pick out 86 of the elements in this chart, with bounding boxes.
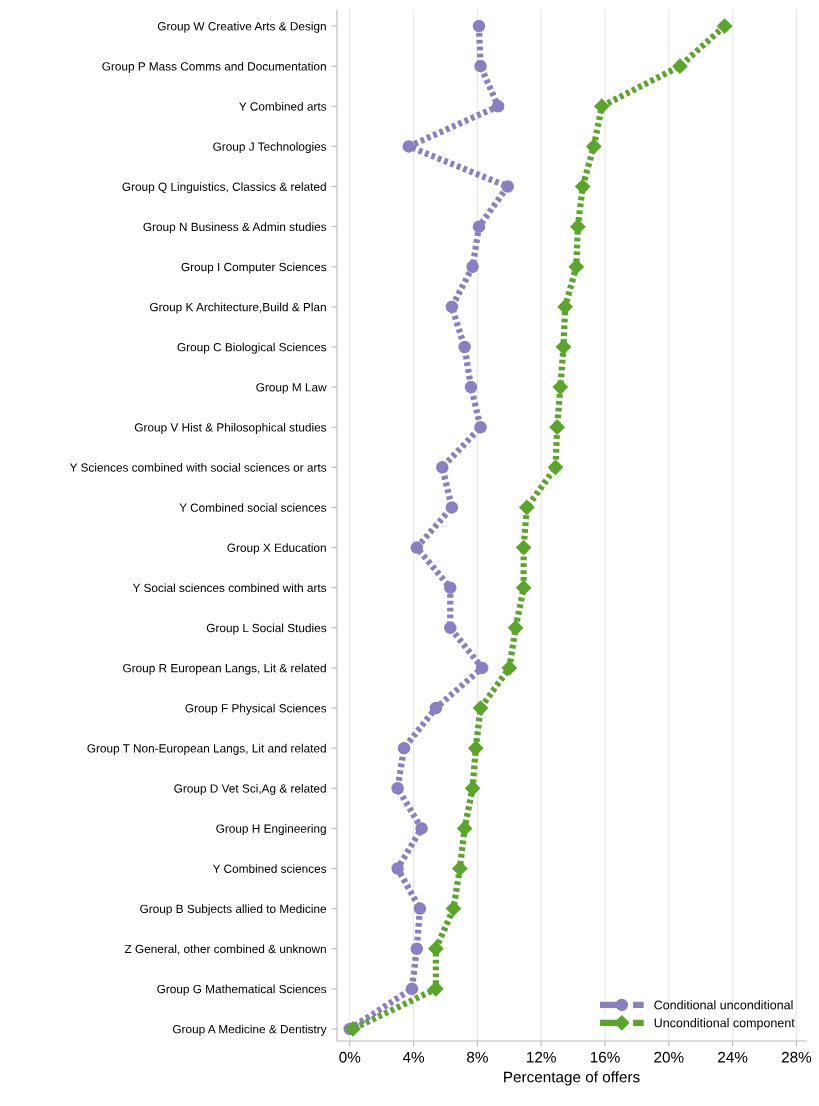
point	[445, 501, 459, 514]
x-tick-label: 4%	[402, 1051, 425, 1063]
legend-label: Conditional unconditional	[654, 1000, 793, 1010]
point	[397, 741, 411, 755]
y-tick-label: Z General, other combined & unknown	[124, 944, 326, 955]
x-tick-label: 28%	[781, 1051, 812, 1063]
x-tick-label: 12%	[527, 1051, 556, 1063]
point	[555, 339, 572, 355]
point	[464, 380, 478, 394]
y-tick-label: Y Combined sciences	[212, 864, 327, 873]
point	[474, 59, 487, 73]
x-tick-label: 20%	[654, 1051, 684, 1063]
point	[402, 140, 416, 153]
point	[444, 581, 457, 594]
legend-label: Unconditional component	[654, 1018, 795, 1030]
point	[717, 18, 733, 34]
point	[405, 982, 419, 996]
point	[466, 260, 479, 273]
y-tick-label: Y Combined arts	[239, 102, 327, 111]
point	[519, 499, 535, 516]
point	[428, 941, 444, 957]
point	[410, 942, 424, 955]
point	[568, 259, 584, 275]
y-tick-label: Group J Technologies	[213, 142, 327, 154]
point	[445, 300, 459, 314]
y-tick-label: Y Social sciences combined with arts	[132, 583, 327, 593]
point	[472, 220, 486, 233]
point	[473, 700, 489, 716]
point	[575, 178, 591, 195]
point	[516, 539, 532, 556]
point	[465, 780, 481, 796]
point	[586, 138, 602, 154]
y-tick-label: Group C Biological Sciences	[177, 342, 327, 354]
x-tick-label: 8%	[467, 1051, 488, 1063]
x-tick-label: 0%	[339, 1051, 361, 1063]
y-tick-label: Y Sciences combined with social sciences or arts	[69, 463, 327, 472]
point	[391, 782, 404, 795]
point	[444, 621, 457, 635]
y-tick-label: Group F Physical Sciences	[185, 703, 327, 715]
point	[415, 822, 428, 835]
y-tick-label: Group H Engineering	[216, 824, 326, 836]
point	[410, 541, 424, 554]
x-tick-label: 16%	[590, 1051, 620, 1063]
y-tick-label: Group G Mathematical Sciences	[157, 984, 327, 996]
y-tick-label: Group B Subjects allied to Medicine	[140, 904, 327, 916]
point	[429, 701, 443, 715]
point	[468, 740, 484, 756]
y-tick-label: Group X Education	[227, 543, 326, 555]
y-tick-label: Group N Business & Admin studies	[143, 222, 327, 234]
point	[458, 340, 471, 354]
y-tick-label: Group Q Linguistics, Classics & related	[122, 182, 326, 194]
point	[672, 58, 688, 74]
y-tick-label: Group V Hist & Philosophical studies	[134, 422, 327, 434]
point	[452, 860, 468, 877]
y-tick-label: Group D Vet Sci,Ag & related	[174, 783, 326, 795]
y-tick-label: Group P Mass Comms and Documentation	[102, 61, 326, 73]
point	[516, 580, 532, 596]
point	[345, 1021, 361, 1037]
point	[413, 902, 427, 915]
point	[474, 420, 487, 434]
y-tick-label: Group W Creative Arts & Design	[157, 21, 326, 33]
point	[501, 660, 517, 676]
point	[457, 820, 473, 836]
y-tick-label: Group I Computer Sciences	[181, 262, 327, 274]
x-tick-label: 24%	[718, 1051, 748, 1063]
point	[549, 419, 565, 435]
point	[594, 98, 610, 114]
point	[501, 180, 514, 193]
point	[475, 661, 489, 675]
point	[472, 19, 486, 33]
point	[508, 620, 524, 636]
point	[570, 219, 586, 235]
point	[436, 461, 449, 474]
point	[445, 901, 462, 917]
y-tick-label: Group M Law	[256, 383, 327, 394]
y-tick-label: Y Combined social sciences	[179, 503, 327, 512]
y-tick-label: Group A Medicine & Dentistry	[172, 1024, 327, 1036]
point	[552, 379, 568, 395]
x-axis-title: Percentage of offers	[504, 1071, 640, 1086]
point	[391, 862, 404, 875]
y-tick-label: Group K Architecture,Build & Plan	[150, 302, 326, 314]
point	[547, 459, 564, 475]
y-tick-label: Group L Social Studies	[206, 623, 327, 635]
y-tick-label: Group T Non-European Langs, Lit and related	[87, 743, 326, 755]
point	[491, 100, 505, 113]
y-tick-label: Group R European Langs, Lit & related	[123, 663, 326, 675]
